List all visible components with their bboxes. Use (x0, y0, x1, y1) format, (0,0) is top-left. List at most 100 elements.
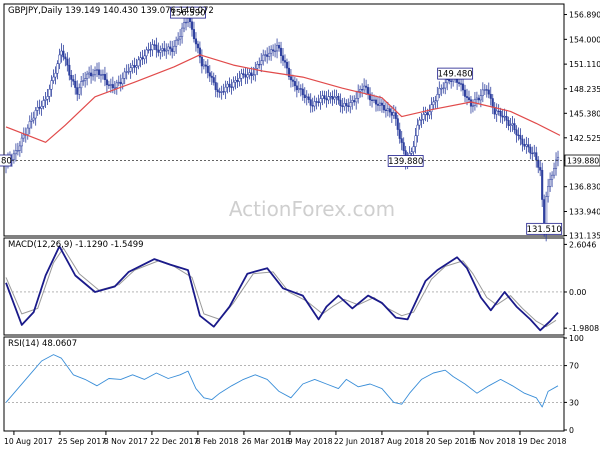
candle-body (222, 91, 225, 93)
candle-body (287, 67, 290, 77)
candle-body (22, 134, 25, 139)
candle-body (531, 152, 534, 155)
candle-body (329, 96, 332, 98)
candle-body (463, 89, 467, 97)
candle-body (529, 146, 532, 154)
candle-body (497, 110, 500, 113)
candle-body (238, 78, 241, 82)
candle-body (52, 76, 55, 81)
x-tick-label: 10 Aug 2017 (4, 437, 53, 446)
candle-body (268, 52, 271, 57)
candle-body (460, 83, 463, 85)
candle-body (281, 55, 285, 61)
y-tick-label: 154.000 (569, 35, 600, 44)
candle-body (92, 74, 95, 77)
annotation-box (526, 222, 563, 235)
candle-body (446, 79, 449, 84)
candle-body (143, 55, 146, 60)
candle-body (78, 87, 81, 95)
candle-body (64, 56, 67, 60)
candle-body (119, 81, 122, 85)
candle-body (307, 96, 310, 100)
candle-body (511, 123, 514, 126)
candle-body (285, 61, 289, 69)
candle-body (523, 143, 526, 147)
candle-body (289, 76, 292, 81)
x-tick-label: 19 Dec 2018 (518, 437, 567, 446)
candle-body (155, 44, 158, 51)
rsi-panel (4, 354, 564, 408)
x-tick-label: 9 May 2018 (288, 437, 333, 446)
candle-body (533, 152, 536, 154)
annotation-label: 139.880 (388, 157, 423, 167)
candle-body (325, 98, 328, 101)
candle-body (440, 88, 443, 90)
candle-body (260, 60, 263, 65)
candle-body (321, 95, 324, 99)
candle-body (297, 88, 300, 91)
candle-body (527, 144, 530, 148)
candle-body (95, 69, 99, 71)
candle-body (414, 135, 417, 147)
candle-body (34, 110, 37, 119)
candle-body (115, 82, 118, 88)
candle-body (240, 73, 243, 79)
candle-body (553, 168, 556, 176)
x-tick-label: 5 Nov 2018 (472, 437, 516, 446)
candle-body (485, 89, 488, 91)
candle-body (507, 120, 510, 126)
candle-body (62, 50, 65, 58)
candle-body (333, 97, 336, 100)
candle-body (272, 49, 275, 52)
candle-body (363, 85, 366, 91)
candle-body (369, 93, 372, 101)
candle-body (42, 100, 45, 107)
candle-body (194, 38, 197, 45)
candle-body (161, 48, 164, 51)
candle-body (175, 39, 178, 47)
candle-body (86, 73, 89, 79)
candle-body (444, 82, 447, 89)
candle-body (539, 167, 542, 171)
candle-body (36, 107, 39, 111)
candle-body (212, 77, 215, 83)
candle-body (90, 72, 93, 77)
candle-body (70, 74, 73, 80)
candle-body (97, 69, 101, 76)
rsi-header: RSI(14) 48.0607 (8, 339, 77, 349)
main-panel: 156.590 149.480 139.880 131.510 80 (0, 6, 564, 242)
x-tick-label: 7 Aug 2018 (380, 437, 424, 446)
candle-body (48, 88, 51, 97)
candle-body (26, 127, 29, 135)
left-edge-annotation-label: 80 (1, 157, 12, 167)
candle-body (394, 112, 397, 119)
candle-body (438, 88, 441, 95)
candle-body (179, 36, 182, 40)
candle-body (315, 101, 318, 103)
candle-body (234, 80, 237, 83)
candle-body (418, 119, 421, 126)
candle-body (513, 123, 516, 131)
candle-body (416, 124, 419, 136)
candle-body (465, 96, 469, 98)
candle-body (412, 146, 415, 153)
candle-body (185, 21, 188, 24)
candle-body (248, 72, 251, 76)
candle-body (367, 87, 370, 95)
candle-body (388, 108, 391, 113)
x-tick-label: 25 Sep 2017 (58, 437, 106, 446)
y-tick-label: 156.890 (569, 11, 600, 20)
candle-body (165, 49, 168, 52)
candle-body (254, 67, 257, 75)
annotation-box (437, 67, 474, 80)
candle-body (68, 64, 71, 76)
candle-body (341, 105, 344, 107)
candle-body (56, 63, 59, 74)
candle-body (76, 87, 79, 95)
candle-body (317, 101, 320, 103)
candle-body (58, 54, 61, 64)
candle-body (88, 72, 91, 75)
candle-body (149, 49, 152, 51)
candle-body (424, 112, 427, 115)
